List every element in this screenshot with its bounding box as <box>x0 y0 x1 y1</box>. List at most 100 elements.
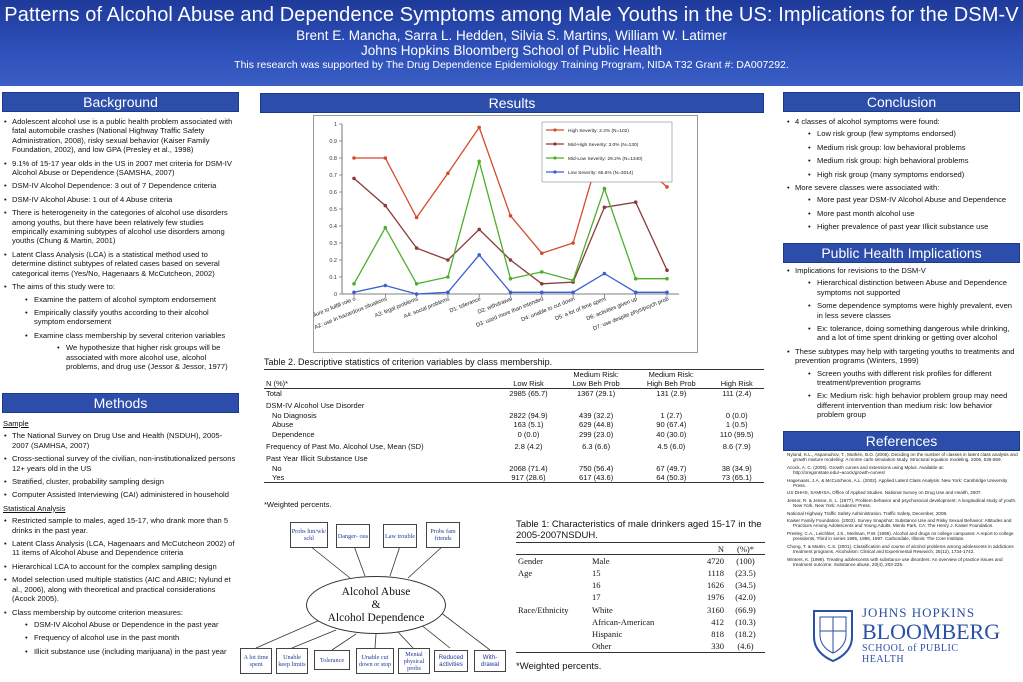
methods-section: Sample The National Survey on Drug Use a… <box>3 417 239 660</box>
table2-cell: 110 (99.5) <box>719 430 754 440</box>
series-point <box>665 276 669 281</box>
assoc-item: More past month alcohol use <box>795 209 1020 219</box>
table1-cell: Hispanic <box>592 628 623 639</box>
table2-header-cell <box>264 369 498 380</box>
table1-row: Hispanic 818 (18.2) <box>516 628 765 640</box>
jhsph-logo: JOHNS HOPKINS BLOOMBERG SCHOOL of PUBLIC… <box>810 605 1000 675</box>
school: Johns Hopkins Bloomberg School of Public… <box>361 43 662 58</box>
table2-cell: 2.8 (4.2) <box>514 442 543 452</box>
reference-item: Nylund, K.L., Asparouhov, T., Muthén, B.… <box>787 452 1018 463</box>
table1-header-cell <box>516 543 590 555</box>
university-shield-icon <box>813 610 853 663</box>
series-point <box>571 278 575 283</box>
table2-cell: 131 (2.9) <box>656 389 687 399</box>
table1: N (%)* Gender Male 4720 (100) Age 15 1118 (23.5… <box>516 542 765 653</box>
diagram-box-top: Danger- ous <box>336 524 370 548</box>
class-item: Medium risk group: low behavioral proble… <box>795 143 1020 153</box>
background-bullet: Latent Class Analysis (LCA) is a statist… <box>3 250 239 278</box>
implications-intro: Implications for revisions to the DSM-V <box>795 266 926 275</box>
logo-line3: SCHOOL of PUBLIC HEALTH <box>862 643 959 665</box>
table1-header-row: N (%)* <box>516 542 765 555</box>
background-bullet: DSM-IV Alcohol Abuse: 1 out of 4 Abuse c… <box>3 195 239 205</box>
table2-cell <box>559 451 633 463</box>
diagram-center-line2: & <box>371 598 381 611</box>
implications-bullet: These subtypes may help with targeting y… <box>786 347 1020 420</box>
series-point <box>352 176 356 181</box>
x-tick-label: D4: unable to cut down <box>521 296 576 323</box>
table2-cell: 4.5 (6.0) <box>657 442 686 452</box>
table1-cell: 4720 <box>707 556 724 567</box>
stats-bullet: Latent Class Analysis (LCA, Hagenaars an… <box>3 539 239 558</box>
table2-header-row: N (%)* Low Risk Low Beh Prob High Beh Pr… <box>264 379 764 390</box>
implication-item: Ex: tolerance, doing something dangerous… <box>795 324 1020 343</box>
series-point <box>508 258 513 262</box>
table2-cell: 299 (23.0) <box>579 430 614 440</box>
series-point <box>446 171 450 176</box>
series-point <box>665 185 669 189</box>
criteria-item: Illicit substance use (including marijua… <box>12 647 239 657</box>
table1-row: Gender Male 4720 (100) <box>516 555 765 567</box>
table2-cell: 1 (0.5) <box>725 420 748 430</box>
conclusion-bullet: 4 classes of alcohol symptoms were found… <box>786 117 1020 179</box>
diagram-box-bottom: Mental physical probs <box>398 648 430 674</box>
table1-row: Age 15 1118 (23.5) <box>516 567 765 579</box>
table2-cell: 38 (34.9) <box>721 463 752 473</box>
series-point <box>477 227 481 232</box>
series-point <box>633 200 638 204</box>
legend-label: Low Severity: 65.6% (N=3014) <box>568 170 634 176</box>
table1-row: 16 1626 (34.5) <box>516 579 765 591</box>
lca-chart: 00.10.20.30.40.50.60.70.80.91A1: failure… <box>313 115 698 353</box>
table2-cell: 750 (56.4) <box>579 463 614 473</box>
assoc-item: More past year DSM-IV Alcohol Abuse and … <box>795 195 1020 205</box>
y-tick-label: 0 <box>334 292 337 298</box>
table2-cell: 1367 (29.1) <box>576 389 616 399</box>
diagram-box-bottom: With- drawal <box>474 650 506 672</box>
legend-marker <box>553 156 557 160</box>
diagram-box-bottom: A lot time spent <box>240 648 272 674</box>
sample-bullet: The National Survey on Drug Use and Heal… <box>3 431 239 450</box>
y-tick-label: 0.9 <box>329 139 337 145</box>
series-point <box>446 275 450 279</box>
series-point <box>446 290 450 295</box>
series-point <box>602 271 607 276</box>
table2-cell <box>710 398 765 410</box>
table1-cell: 818 <box>711 628 724 639</box>
stats-label: Statistical Analysis <box>3 503 66 513</box>
assoc-item: Higher prevalence of past year Illicit s… <box>795 222 1020 232</box>
background-bullet: The aims of this study were to: Examine … <box>3 282 239 371</box>
table1-cell: (18.2) <box>735 628 756 639</box>
table2-row: No Diagnosis 2822 (94.9) 439 (32.2) 1 (2.7)… <box>264 410 764 420</box>
y-tick-label: 0.2 <box>329 258 337 264</box>
series-point <box>477 125 481 130</box>
legend-marker <box>553 142 557 146</box>
y-tick-label: 0.4 <box>329 224 337 230</box>
sample-label: Sample <box>3 419 29 428</box>
y-tick-label: 0.3 <box>329 241 337 247</box>
series-point <box>602 186 607 191</box>
series-point <box>414 246 419 250</box>
reference-item: Acock, A. C. (2005). Growth curves and e… <box>787 464 944 476</box>
series-point <box>540 282 544 286</box>
hypothesis: We hypothesize that higher risk groups w… <box>34 343 239 371</box>
reference-item: US DHHS, SAMHSA, Office of Applied Studi… <box>787 490 982 496</box>
background-bullet: DSM-IV Alcohol Dependence: 3 out of 7 De… <box>3 181 239 191</box>
diagram-connectors <box>255 545 491 651</box>
table2-title: Table 2. Descriptive statistics of crite… <box>264 357 553 367</box>
table1-row: Other 330 (4.6) <box>516 640 765 653</box>
table1-cell: 17 <box>592 592 601 603</box>
table2-row: Frequency of Past Mo. Alcohol Use, Mean … <box>264 439 764 451</box>
sample-bullet: Cross-sectional survey of the civilian, … <box>3 454 239 473</box>
series-point <box>602 205 607 210</box>
table1-cell <box>516 591 590 603</box>
table2-cell <box>559 398 633 410</box>
y-tick-label: 0.5 <box>329 207 337 213</box>
table2-cell: 111 (2.4) <box>722 389 752 399</box>
series-point <box>508 290 513 295</box>
table2-cell: 64 (50.3) <box>633 472 710 483</box>
table2-cell: 439 (32.2) <box>579 410 614 420</box>
table2-cell: 6.3 (6.6) <box>582 442 611 452</box>
table1-cell <box>516 628 590 640</box>
reference-item: Hagenaars, J.A. & McCutcheon, A.L. (2002… <box>787 477 1008 489</box>
table2-row: Total 2985 (65.7) 1367 (29.1) 131 (2.9) 111 … <box>264 389 764 399</box>
implication-item: Hierarchical distinction between Abuse a… <box>795 278 1020 297</box>
